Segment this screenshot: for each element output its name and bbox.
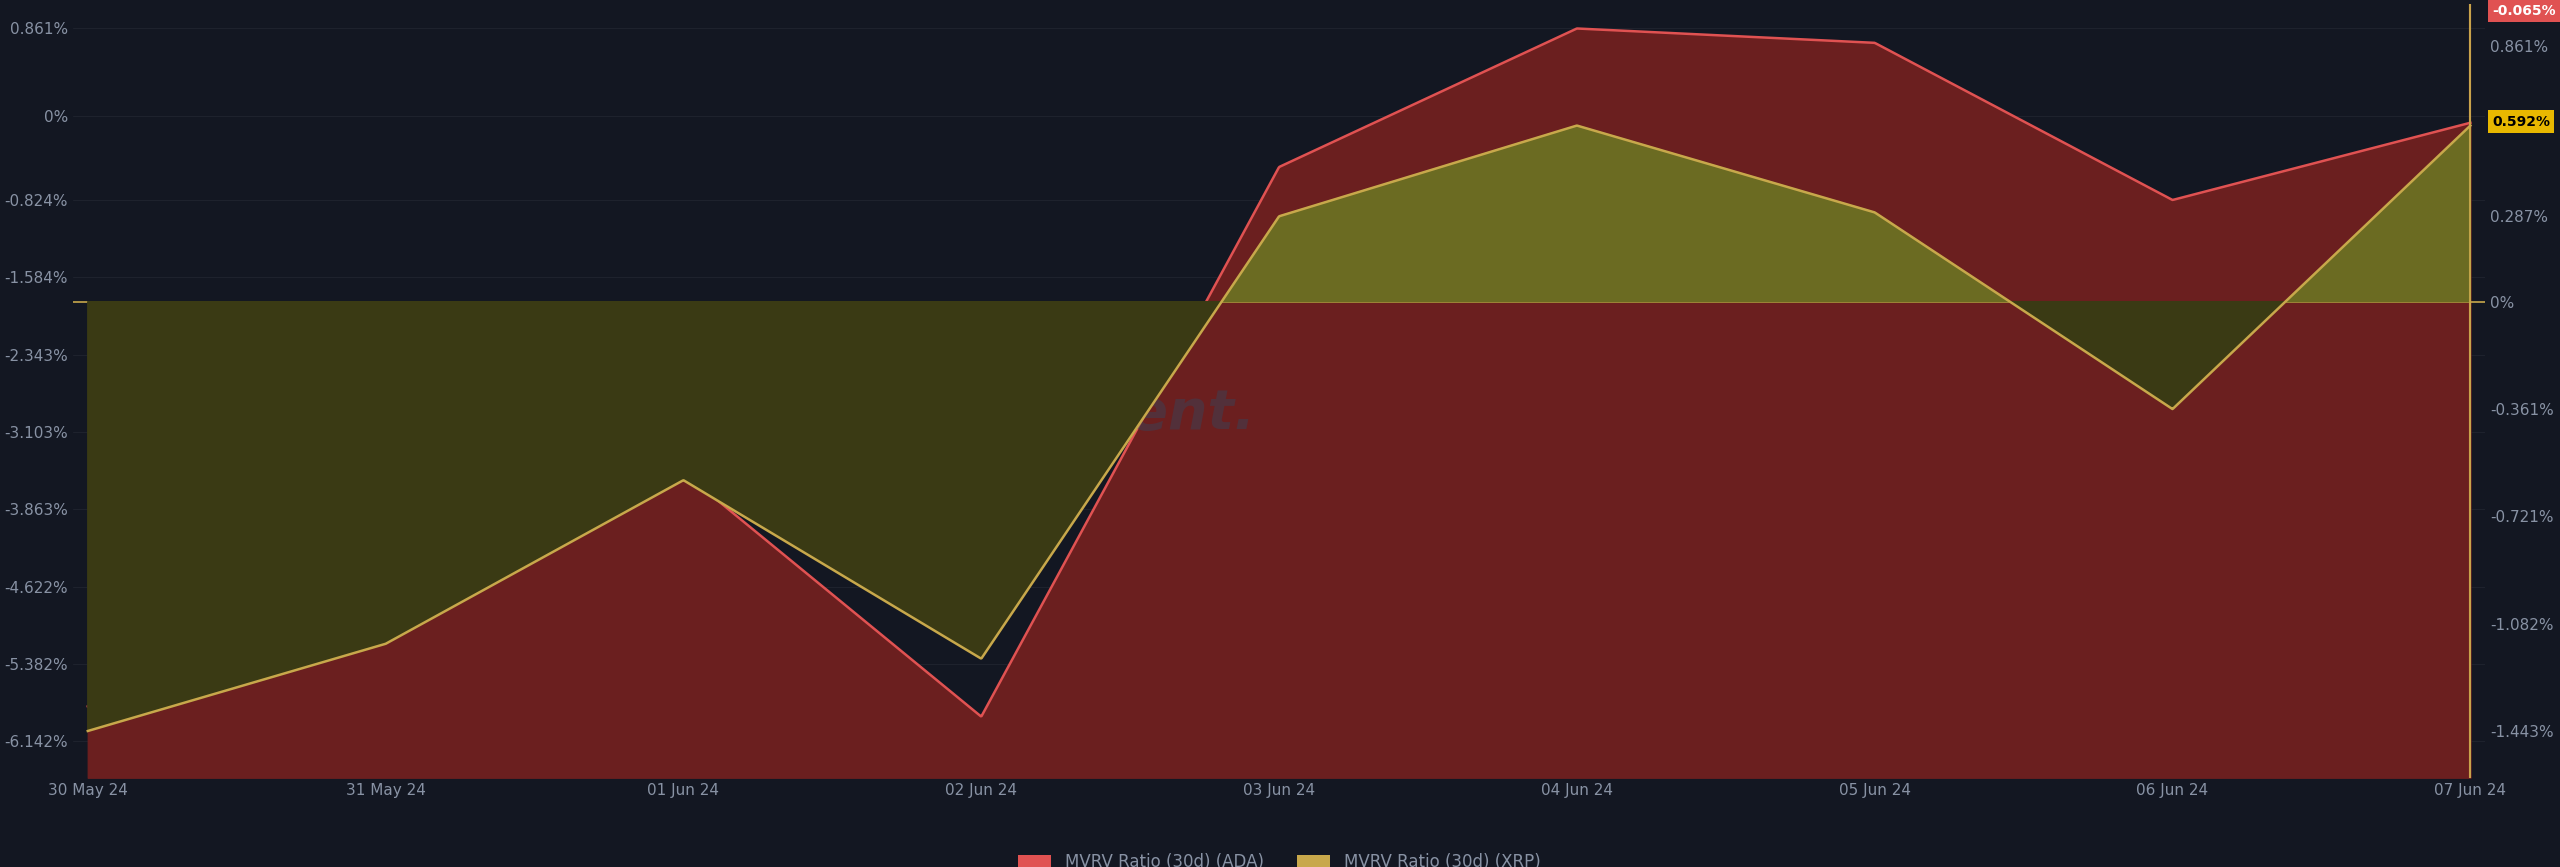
Text: -0.065%: -0.065% (2493, 4, 2555, 18)
Legend: MVRV Ratio (30d) (ADA), MVRV Ratio (30d) (XRP): MVRV Ratio (30d) (ADA), MVRV Ratio (30d)… (1011, 846, 1546, 867)
Text: santiment.: santiment. (916, 388, 1254, 441)
Text: 0.592%: 0.592% (2493, 114, 2550, 128)
